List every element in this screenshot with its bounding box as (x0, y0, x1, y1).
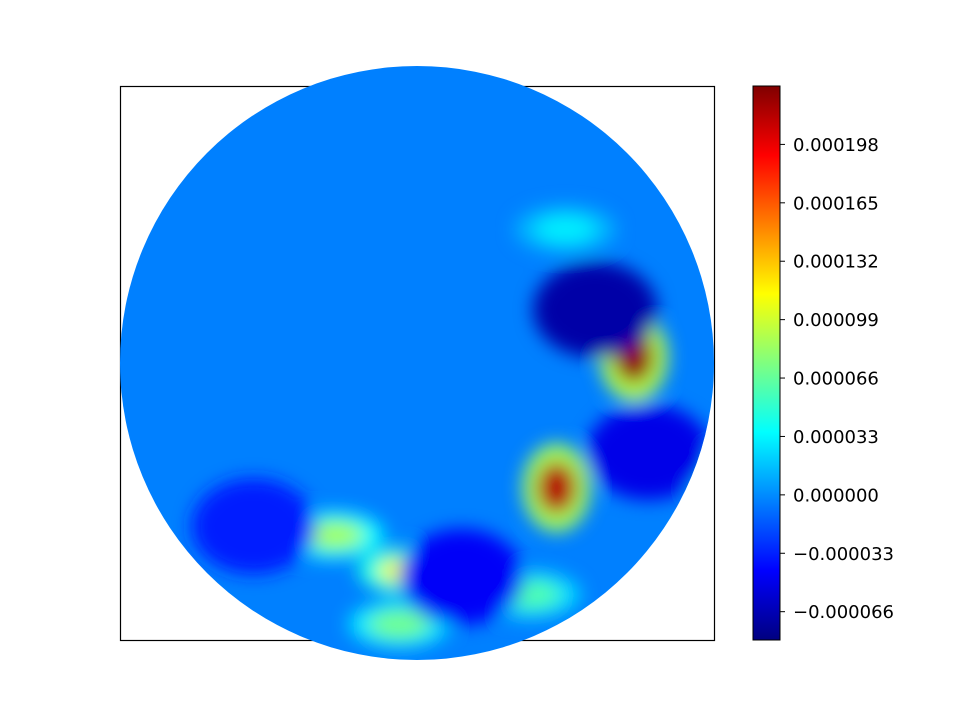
colorbar-gradient (752, 85, 781, 641)
colorbar-ticks: −0.000066 −0.000033 0.000000 0.000033 0.0000… (780, 135, 894, 623)
contour-feature (536, 461, 577, 514)
colorbar-tick-label: 0.000198 (793, 135, 879, 156)
plot-area (119, 66, 716, 660)
contour-feature (399, 528, 524, 625)
colorbar-tick-label: 0.000165 (793, 193, 879, 214)
contour-feature (533, 261, 658, 358)
colorbar-tick-label: 0.000066 (793, 369, 879, 390)
colorbar-tick-label: 0.000033 (793, 427, 879, 448)
colorbar-tick-label: −0.000066 (793, 602, 894, 623)
colorbar: −0.000066 −0.000033 0.000000 0.000033 0.0000… (752, 85, 894, 641)
colorbar-tick-label: 0.000000 (793, 485, 879, 506)
contour-feature (303, 521, 364, 550)
contour-feature (586, 404, 711, 501)
contour-feature (369, 610, 430, 639)
colorbar-tick-label: −0.000033 (793, 544, 894, 565)
contour-feature (191, 478, 316, 575)
colorbar-tick-label: 0.000099 (793, 310, 879, 331)
colorbar-tick-label: 0.000132 (793, 252, 879, 273)
contour-feature (535, 215, 596, 244)
